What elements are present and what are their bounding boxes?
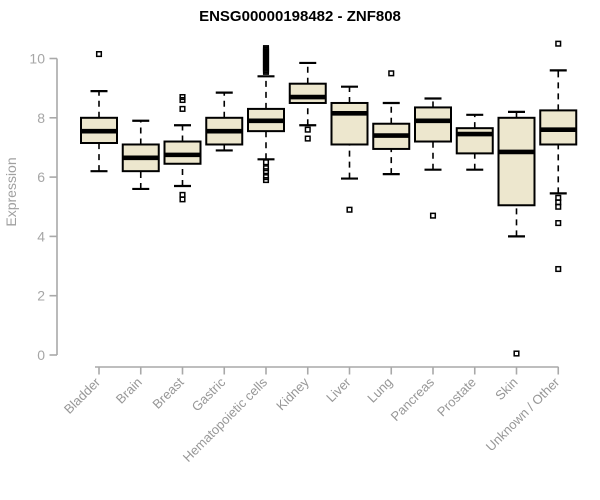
y-axis-title: Expression bbox=[3, 157, 19, 226]
iqr-box bbox=[497, 116, 536, 207]
box-bladder bbox=[80, 51, 118, 173]
x-tick-label-bladder: Bladder bbox=[61, 374, 104, 417]
x-tick-label-skin: Skin bbox=[492, 375, 520, 403]
outlier-point bbox=[429, 212, 437, 219]
x-tick-label-lung: Lung bbox=[364, 375, 395, 406]
iqr-box bbox=[330, 101, 369, 146]
outlier-point bbox=[555, 40, 562, 47]
outlier-point bbox=[95, 51, 103, 58]
y-tick-label: 2 bbox=[37, 288, 45, 304]
outlier-point bbox=[262, 45, 270, 52]
y-tick-label: 0 bbox=[37, 347, 45, 363]
outlier-point bbox=[555, 265, 562, 273]
box-unknown-other bbox=[539, 40, 578, 273]
box-brain bbox=[121, 119, 160, 191]
box-lung bbox=[372, 70, 411, 176]
x-tick-label-prostate: Prostate bbox=[434, 375, 479, 420]
outlier-point bbox=[388, 70, 395, 77]
outlier-point bbox=[555, 220, 562, 227]
outlier-point bbox=[262, 177, 270, 184]
box-prostate bbox=[455, 113, 494, 171]
plot-area bbox=[80, 40, 578, 357]
box-gastric bbox=[205, 91, 244, 152]
outlier-point bbox=[179, 196, 186, 203]
box-skin bbox=[497, 110, 536, 357]
x-tick-label-gastric: Gastric bbox=[189, 374, 229, 414]
x-tick-label-unknown-other: Unknown / Other bbox=[483, 374, 563, 454]
outlier-point bbox=[179, 105, 186, 112]
outlier-point bbox=[179, 96, 186, 104]
chart-title: ENSG00000198482 - ZNF808 bbox=[199, 8, 401, 25]
box-liver bbox=[330, 85, 369, 213]
outlier-point bbox=[304, 126, 311, 133]
box-pancreas bbox=[414, 97, 452, 219]
y-axis: 0 2 4 6 8 10 bbox=[29, 51, 58, 363]
x-tick-label-breast: Breast bbox=[149, 374, 186, 411]
x-tick-label-brain: Brain bbox=[113, 375, 145, 407]
box-kidney bbox=[288, 61, 327, 142]
y-tick-label: 10 bbox=[29, 51, 45, 67]
outlier-point bbox=[555, 203, 562, 210]
y-tick-label: 4 bbox=[37, 228, 45, 244]
box-hematopoietic-cells bbox=[247, 45, 285, 184]
outlier-point bbox=[262, 168, 270, 175]
x-tick-label-kidney: Kidney bbox=[273, 374, 312, 413]
x-tick-label-liver: Liver bbox=[323, 374, 354, 405]
box-breast bbox=[163, 93, 202, 203]
outlier-point bbox=[262, 159, 270, 166]
outlier-point bbox=[346, 206, 353, 213]
x-tick-label-pancreas: Pancreas bbox=[388, 374, 438, 424]
y-tick-label: 6 bbox=[37, 169, 45, 185]
outlier-point bbox=[304, 135, 311, 142]
y-tick-label: 8 bbox=[37, 110, 45, 126]
outlier-point bbox=[513, 350, 520, 357]
iqr-box bbox=[288, 82, 327, 104]
iqr-box bbox=[414, 106, 452, 143]
